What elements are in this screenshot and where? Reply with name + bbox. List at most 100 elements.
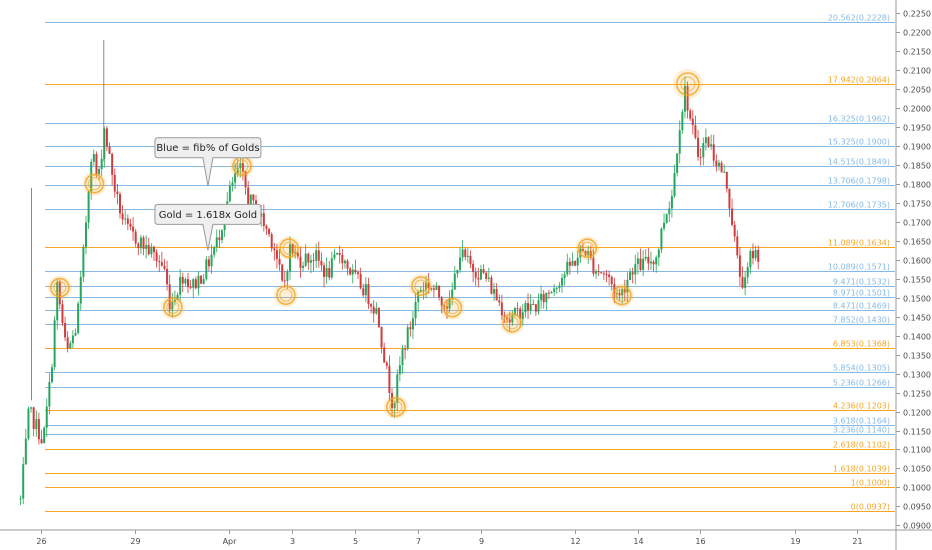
candle bbox=[315, 243, 318, 268]
candle bbox=[553, 284, 556, 297]
candle bbox=[118, 191, 121, 219]
candle bbox=[723, 164, 726, 174]
candle-body bbox=[56, 281, 59, 321]
candle bbox=[281, 263, 284, 283]
candle bbox=[181, 272, 184, 293]
candle-body bbox=[22, 464, 25, 499]
candle bbox=[493, 282, 496, 301]
fib-level-label: 0(0.0937) bbox=[851, 503, 890, 512]
candle-body bbox=[469, 255, 472, 264]
candle bbox=[610, 275, 613, 291]
candle-body bbox=[121, 213, 124, 220]
candle-body bbox=[64, 322, 67, 338]
highlight-markers bbox=[47, 68, 703, 420]
fib-level-label: 1.618(0.1039) bbox=[833, 465, 890, 474]
candle bbox=[362, 283, 365, 298]
candle bbox=[98, 166, 101, 181]
y-tick-label: 0.2000 bbox=[903, 105, 931, 114]
candle-body bbox=[351, 269, 354, 275]
candle bbox=[665, 213, 668, 224]
fib-level-label: 7.852(0.1430) bbox=[833, 316, 890, 325]
candle-body bbox=[749, 251, 752, 268]
candle-body bbox=[349, 268, 352, 275]
candle-body bbox=[32, 407, 35, 430]
highlight-marker bbox=[575, 236, 600, 261]
candle bbox=[71, 329, 74, 349]
candle-body bbox=[634, 264, 637, 275]
candle-body bbox=[655, 257, 658, 265]
x-axis-ticks: 26 29 Apr 3 5 7 9 12 14 16 19 21 bbox=[36, 530, 863, 546]
candle bbox=[738, 247, 741, 287]
candle bbox=[649, 251, 652, 271]
candle-body bbox=[527, 303, 530, 311]
candle-body bbox=[163, 265, 166, 269]
candle-body bbox=[466, 255, 469, 257]
candle-body bbox=[375, 308, 378, 314]
candle bbox=[100, 149, 103, 177]
candle-body bbox=[79, 276, 82, 304]
candle bbox=[600, 271, 603, 274]
x-tick-label: 19 bbox=[790, 537, 800, 546]
marker-ring-outer bbox=[502, 313, 522, 333]
candle bbox=[330, 251, 333, 280]
candle bbox=[566, 253, 569, 277]
candle-body bbox=[406, 327, 409, 350]
candle bbox=[385, 360, 388, 370]
candle bbox=[710, 134, 713, 151]
candle-body bbox=[95, 154, 98, 175]
candle-body bbox=[111, 153, 114, 175]
candle bbox=[647, 248, 650, 271]
candle bbox=[74, 328, 77, 337]
candle bbox=[545, 292, 548, 311]
candle bbox=[383, 342, 386, 363]
candle bbox=[111, 152, 114, 186]
candle bbox=[163, 258, 166, 271]
candle-body bbox=[498, 300, 501, 303]
candle bbox=[354, 259, 357, 275]
candle-body bbox=[534, 304, 537, 312]
candle-body bbox=[555, 287, 558, 289]
marker-ring-inner bbox=[166, 300, 180, 314]
x-tick-label: Apr bbox=[223, 537, 238, 546]
y-tick-label: 0.1800 bbox=[903, 181, 931, 190]
candle bbox=[142, 235, 145, 256]
candle bbox=[482, 264, 485, 275]
marker-ring-inner bbox=[680, 76, 696, 92]
candle bbox=[652, 259, 655, 272]
candle bbox=[453, 265, 456, 290]
x-tick-label: 3 bbox=[290, 537, 295, 546]
candle-body bbox=[309, 260, 312, 263]
candle bbox=[333, 248, 336, 261]
candle-body bbox=[197, 275, 200, 289]
candle bbox=[587, 246, 590, 264]
marker-ring-inner bbox=[235, 159, 249, 173]
marker-ring-inner bbox=[389, 400, 403, 414]
candle bbox=[147, 237, 150, 256]
marker-ring-inner bbox=[445, 301, 459, 315]
y-tick-label: 0.2250 bbox=[903, 10, 931, 19]
candle-body bbox=[357, 272, 360, 275]
candle-body bbox=[69, 343, 72, 349]
candle bbox=[697, 129, 700, 161]
fib-levels: 20.562(0.2228) 17.942(0.2064) 16.325(0.196… bbox=[45, 14, 895, 512]
candle bbox=[152, 245, 155, 262]
candle-body bbox=[252, 194, 255, 201]
candle-body bbox=[642, 258, 645, 270]
candle-body bbox=[495, 289, 498, 301]
candle bbox=[79, 270, 82, 311]
candle-body bbox=[27, 408, 30, 439]
candle-body bbox=[673, 173, 676, 197]
candle-body bbox=[391, 392, 394, 409]
candle bbox=[401, 345, 404, 374]
candle bbox=[132, 217, 135, 241]
candle-body bbox=[40, 439, 43, 444]
marker-ring-outer bbox=[163, 297, 183, 318]
candle-body bbox=[315, 250, 318, 261]
candle-body bbox=[453, 273, 456, 290]
candle bbox=[24, 428, 27, 466]
candle-body bbox=[249, 194, 252, 205]
y-tick-label: 0.0900 bbox=[903, 522, 931, 531]
candle bbox=[704, 128, 707, 151]
candle-body bbox=[241, 163, 244, 172]
candle-body bbox=[126, 218, 129, 224]
